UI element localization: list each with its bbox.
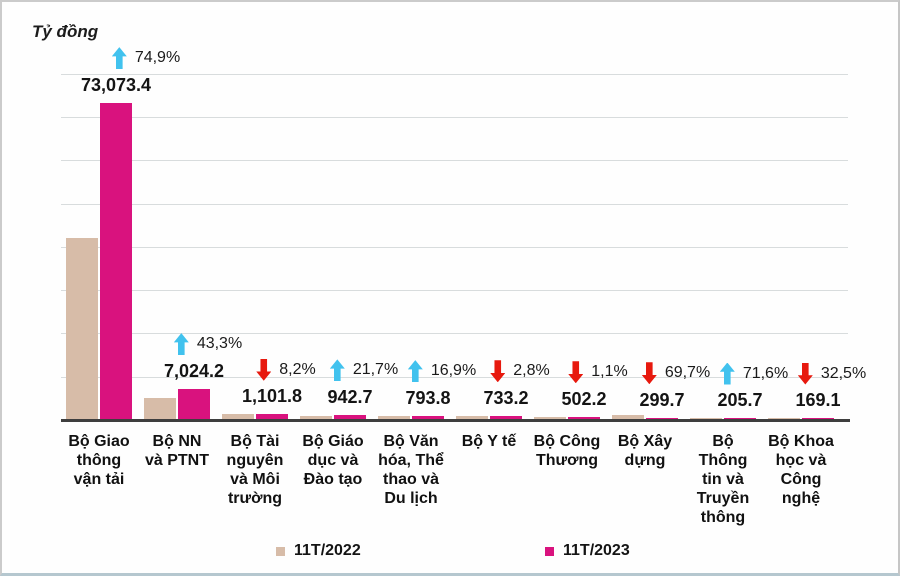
pct-change-label: 71,6% bbox=[742, 364, 789, 382]
bar-11t2022 bbox=[66, 238, 98, 419]
increase-arrow-icon bbox=[719, 362, 735, 385]
bar-value-label: 7,024.2 bbox=[163, 360, 225, 381]
gridline bbox=[61, 333, 848, 335]
bar-11t2022 bbox=[378, 416, 410, 419]
category-label: Bộ Giao thông vận tải bbox=[68, 433, 130, 488]
bar-11t2023 bbox=[724, 418, 756, 419]
bar-11t2022 bbox=[144, 397, 176, 419]
pct-change-label: 32,5% bbox=[820, 364, 867, 382]
increase-arrow-icon bbox=[111, 47, 127, 70]
category-label: Bộ Thông tin và Truyền thông bbox=[696, 433, 750, 526]
pct-change-label: 8,2% bbox=[279, 360, 316, 378]
bar-11t2022 bbox=[768, 417, 800, 419]
bar-11t2022 bbox=[534, 416, 566, 419]
pct-change-annotation: 16,9% bbox=[377, 360, 507, 383]
pct-change-annotation: 32,5% bbox=[767, 362, 897, 385]
bar-value-label: 73,073.4 bbox=[80, 74, 152, 95]
pct-change-annotation: 21,7% bbox=[299, 359, 429, 382]
gridline bbox=[61, 116, 848, 118]
category-label: Bộ Công Thương bbox=[533, 433, 601, 469]
bar-11t2023 bbox=[100, 102, 132, 419]
decrease-arrow-icon bbox=[490, 360, 506, 383]
category-label: Bộ Khoa học và Công nghệ bbox=[768, 433, 834, 507]
bar-11t2023 bbox=[256, 414, 288, 419]
bar-value-label: 299.7 bbox=[639, 389, 685, 410]
pct-change-annotation: 1,1% bbox=[533, 361, 663, 384]
chart-unit-label: Tỷ đồng bbox=[32, 22, 99, 41]
legend-label-2022: 11T/2022 bbox=[294, 542, 361, 559]
bar-value-label: 793.8 bbox=[405, 387, 451, 408]
decrease-arrow-icon bbox=[568, 361, 584, 384]
category-label: Bộ Văn hóa, Thể thao và Du lịch bbox=[378, 433, 444, 507]
increase-arrow-icon bbox=[329, 359, 345, 382]
bar-11t2023 bbox=[178, 388, 210, 419]
pct-change-label: 69,7% bbox=[664, 364, 711, 382]
gridline bbox=[61, 203, 848, 205]
gridline bbox=[61, 73, 848, 75]
decrease-arrow-icon bbox=[641, 362, 657, 385]
pct-change-label: 43,3% bbox=[196, 335, 243, 353]
legend-swatch-2022 bbox=[276, 546, 285, 556]
increase-arrow-icon bbox=[173, 333, 189, 356]
bar-value-label: 502.2 bbox=[561, 388, 607, 409]
pct-change-annotation: 71,6% bbox=[689, 362, 819, 385]
category-label: Bộ Y tế bbox=[461, 433, 517, 450]
gridline bbox=[61, 160, 848, 162]
bar-11t2022 bbox=[690, 418, 722, 419]
pct-change-label: 1,1% bbox=[591, 363, 628, 381]
category-label: Bộ NN và PTNT bbox=[144, 433, 209, 469]
legend-swatch-2023 bbox=[545, 546, 554, 556]
bar-11t2022 bbox=[456, 415, 488, 419]
bar-11t2022 bbox=[300, 415, 332, 419]
x-axis-line bbox=[61, 419, 850, 422]
legend-item-2022: 11T/2022 bbox=[276, 541, 361, 561]
category-label: Bộ Tài nguyên và Môi trường bbox=[226, 433, 284, 507]
bar-11t2022 bbox=[612, 414, 644, 419]
bar-11t2022 bbox=[222, 413, 254, 419]
pct-change-annotation: 74,9% bbox=[81, 47, 211, 70]
bar-11t2023 bbox=[802, 418, 834, 419]
pct-change-label: 2,8% bbox=[513, 362, 550, 380]
decrease-arrow-icon bbox=[256, 358, 272, 381]
bar-value-label: 169.1 bbox=[795, 390, 841, 410]
legend-label-2023: 11T/2023 bbox=[563, 542, 630, 559]
bar-value-label: 1,101.8 bbox=[241, 386, 303, 407]
pct-change-annotation: 8,2% bbox=[221, 358, 351, 381]
bar-11t2023 bbox=[490, 415, 522, 419]
bar-11t2023 bbox=[568, 416, 600, 419]
category-label: Bộ Xây dựng bbox=[617, 433, 673, 469]
pct-change-label: 74,9% bbox=[134, 49, 181, 67]
pct-change-label: 21,7% bbox=[352, 361, 399, 379]
pct-change-annotation: 43,3% bbox=[143, 333, 273, 356]
bar-11t2023 bbox=[412, 415, 444, 419]
bar-value-label: 733.2 bbox=[483, 387, 529, 408]
bar-value-label: 942.7 bbox=[327, 386, 373, 407]
decrease-arrow-icon bbox=[797, 362, 813, 385]
category-label: Bộ Giáo dục và Đào tạo bbox=[302, 433, 364, 488]
pct-change-label: 16,9% bbox=[430, 362, 477, 380]
bar-11t2023 bbox=[646, 417, 678, 419]
gridline bbox=[61, 246, 848, 248]
pct-change-annotation: 69,7% bbox=[611, 362, 741, 385]
bar-11t2023 bbox=[334, 414, 366, 419]
increase-arrow-icon bbox=[407, 360, 423, 383]
legend-item-2023: 11T/2023 bbox=[545, 541, 630, 561]
gridline bbox=[61, 290, 848, 292]
gridline bbox=[61, 376, 848, 378]
bar-value-label: 205.7 bbox=[717, 390, 763, 410]
pct-change-annotation: 2,8% bbox=[455, 360, 585, 383]
